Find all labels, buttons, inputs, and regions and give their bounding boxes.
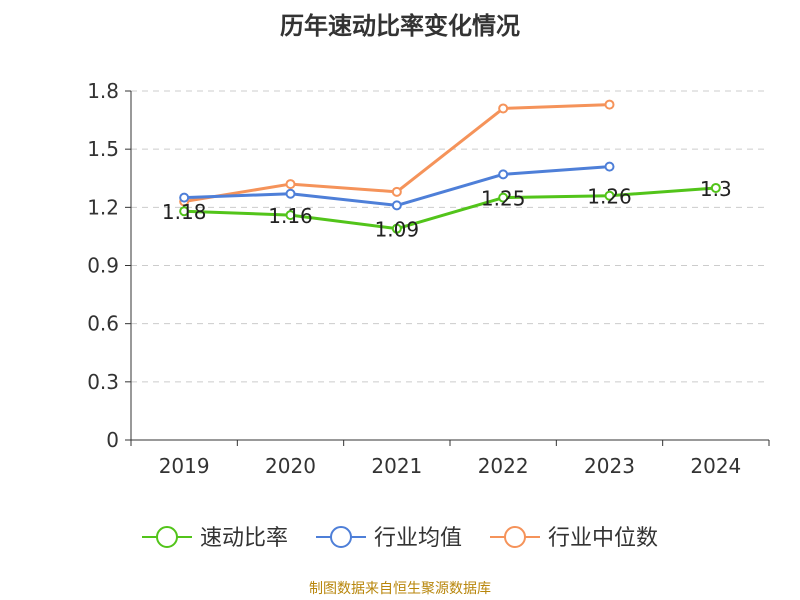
data-point xyxy=(604,99,615,110)
data-label: 1.16 xyxy=(268,204,313,228)
data-point xyxy=(498,169,509,180)
y-tick-label: 0.6 xyxy=(87,312,119,336)
data-label: 1.3 xyxy=(700,177,732,201)
x-tick-label: 2019 xyxy=(159,454,210,478)
data-point xyxy=(179,192,190,203)
y-tick-label: 0.3 xyxy=(87,370,119,394)
legend-label: 行业中位数 xyxy=(548,526,658,551)
series-line xyxy=(184,165,610,207)
data-point xyxy=(285,210,296,221)
legend-label: 速动比率 xyxy=(200,526,288,551)
legend-marker-icon xyxy=(330,526,352,548)
y-tick-label: 1.2 xyxy=(87,195,119,219)
data-point xyxy=(391,186,402,197)
y-tick-label: 1.8 xyxy=(87,79,119,103)
data-label: 1.25 xyxy=(481,187,526,211)
x-tick-label: 2020 xyxy=(265,454,316,478)
data-point xyxy=(391,223,402,234)
data-point xyxy=(604,190,615,201)
data-label: 1.18 xyxy=(162,200,207,224)
legend-marker-icon xyxy=(156,526,178,548)
data-point xyxy=(498,192,509,203)
data-label: 1.09 xyxy=(375,218,420,242)
legend-label: 行业均值 xyxy=(374,526,462,551)
x-tick-label: 2021 xyxy=(371,454,422,478)
x-tick-label: 2022 xyxy=(478,454,529,478)
data-point xyxy=(179,206,190,217)
data-point xyxy=(391,200,402,211)
data-point xyxy=(498,103,509,114)
data-point xyxy=(710,182,721,193)
data-label: 1.26 xyxy=(587,185,632,209)
x-tick-label: 2024 xyxy=(690,454,741,478)
source-note: 制图数据来自恒生聚源数据库 xyxy=(309,581,491,597)
y-tick-label: 1.5 xyxy=(87,137,119,161)
data-point xyxy=(285,188,296,199)
legend-marker-icon xyxy=(504,526,526,548)
y-tick-label: 0 xyxy=(106,428,119,452)
data-point xyxy=(604,161,615,172)
chart-title: 历年速动比率变化情况 xyxy=(280,12,520,40)
x-tick-label: 2023 xyxy=(584,454,635,478)
data-point xyxy=(285,179,296,190)
series-line xyxy=(184,186,716,231)
y-tick-label: 0.9 xyxy=(87,254,119,278)
